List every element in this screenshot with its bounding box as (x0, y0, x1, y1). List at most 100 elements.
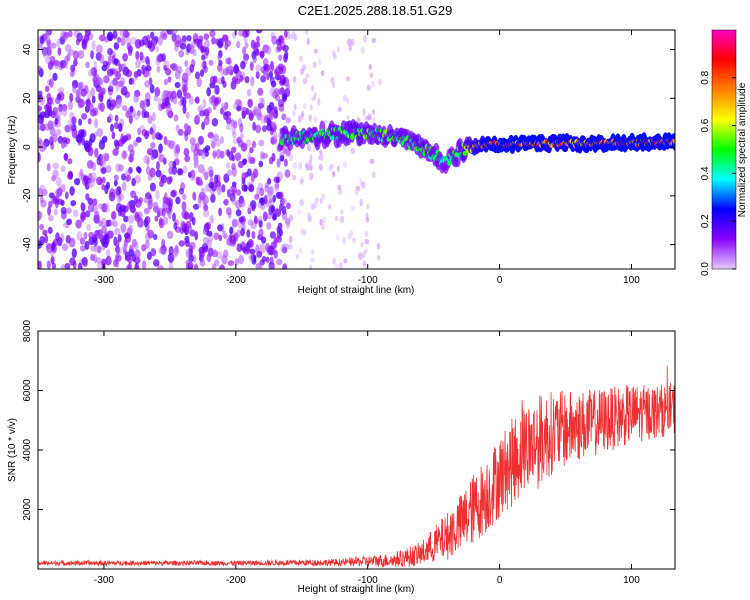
spectrogram-cell (244, 30, 250, 38)
spectrogram-cell (362, 34, 367, 43)
spectrogram-cell (193, 161, 199, 169)
spectrogram-cell (154, 87, 161, 97)
spectrogram-cell (65, 234, 71, 244)
spectrogram-cell (60, 142, 66, 149)
spectrogram-cell (46, 92, 52, 102)
spectrogram-cell (276, 158, 281, 168)
spectrogram-cell (198, 250, 206, 258)
spectrogram-cell (336, 46, 340, 53)
spectrogram-cell (317, 99, 321, 106)
spectrogram-cell (110, 99, 117, 108)
spectrogram-cell (38, 42, 43, 50)
spectrogram-cell (188, 96, 194, 105)
spectrogram-cell (332, 49, 336, 57)
spectrogram-cell (247, 156, 254, 165)
spectrogram-cell (248, 183, 255, 193)
spectrogram-cell (321, 193, 326, 200)
spectrogram-cell (117, 195, 122, 203)
spectrogram-cell (65, 207, 72, 214)
spectrogram-cell (217, 37, 224, 48)
spectrogram-cell (284, 217, 291, 225)
spectrogram-cell (155, 54, 163, 63)
spectrogram-cell (115, 84, 120, 93)
colorbar-tick-label: 0.0 (700, 262, 711, 276)
spectrogram-cell (57, 135, 64, 144)
spectrogram-cell (249, 146, 254, 154)
spectrogram-cell (73, 209, 79, 218)
spectrogram-cell (299, 246, 303, 255)
spectrogram-cell (303, 229, 307, 236)
spectrogram-cell (206, 87, 212, 97)
spectrogram-cell (90, 172, 97, 182)
spectrogram-cell (49, 55, 56, 65)
spectrogram-cell (103, 75, 110, 84)
spectrogram-cell (299, 175, 305, 183)
spectrogram-cell (38, 152, 41, 163)
spectrogram-cell (39, 111, 47, 119)
spectrogram-cell (210, 193, 216, 204)
spectrogram-cell (320, 70, 325, 77)
spectrogram-cell (163, 78, 168, 86)
spectrogram-cell (145, 165, 151, 176)
spectrogram-cell (347, 233, 352, 240)
spectrogram-cell (162, 157, 167, 165)
spectrogram-cell (200, 187, 206, 197)
y-tick-label: -20 (22, 188, 33, 203)
spectrogram-cell (206, 230, 213, 237)
spectrogram-cell (357, 187, 361, 193)
spectrogram-cell (87, 203, 95, 213)
spectrogram-cell (57, 236, 63, 247)
spectrogram-cell (64, 191, 69, 200)
spectrogram-cell (236, 243, 243, 253)
spectrogram-cell (137, 127, 142, 136)
spectrogram-cell (371, 37, 377, 44)
spectrogram-cell (186, 224, 193, 234)
colorbar-label: Normalized spectral amplitude (737, 82, 748, 217)
spectrogram-cell (67, 172, 72, 180)
x-tick-label: 0 (497, 275, 503, 286)
spectrogram-cell (169, 93, 174, 103)
spectrogram-cell (239, 132, 244, 141)
spectrogram-cell (215, 149, 222, 159)
spectrogram-cell (150, 248, 157, 257)
spectrogram-cell (117, 234, 122, 243)
spectrogram-cell (100, 167, 107, 175)
spectrogram-cell (99, 154, 107, 164)
spectrogram-cell (90, 176, 96, 183)
spectrogram-cell (120, 208, 126, 218)
spectrogram-cell (137, 166, 142, 174)
spectrogram-cell (101, 135, 108, 143)
spectrogram-cell (98, 91, 104, 102)
spectrogram-cell (306, 37, 310, 46)
spectrogram-cell (238, 198, 246, 208)
spectrogram-cell (253, 106, 259, 116)
spectrogram-cell (196, 179, 204, 187)
spectrogram-cell (350, 38, 355, 46)
spectrogram-cell (246, 245, 251, 255)
spectrogram-cell (207, 166, 214, 176)
spectrogram-cell (125, 69, 133, 78)
spectrogram-cell (251, 231, 256, 239)
spectrogram-cell (229, 192, 236, 202)
spectrogram-cell (234, 78, 241, 85)
spectrogram-cell (331, 171, 336, 178)
spectrogram-cell (98, 230, 104, 240)
spectrogram-cell (113, 227, 121, 236)
spectrogram-cell (332, 82, 336, 89)
spectrogram-cell (60, 206, 67, 215)
spectrogram-cell (365, 212, 369, 219)
spectrogram-cell (364, 248, 368, 254)
spectrogram-cell (235, 209, 242, 217)
spectrogram-cell (174, 81, 181, 89)
spectrogram-cell (273, 239, 278, 249)
spectrogram-cell (128, 78, 133, 85)
spectrogram-cell (300, 228, 304, 235)
spectrogram-cell (336, 234, 340, 241)
spectrogram-cell (42, 49, 47, 58)
spectrogram-cell (130, 205, 136, 214)
spectrogram-cell (38, 260, 42, 269)
spectrogram-cell (462, 150, 467, 156)
spectrogram-cell (261, 125, 267, 132)
snr-y-label: SNR (10 * v/v) (7, 418, 18, 482)
